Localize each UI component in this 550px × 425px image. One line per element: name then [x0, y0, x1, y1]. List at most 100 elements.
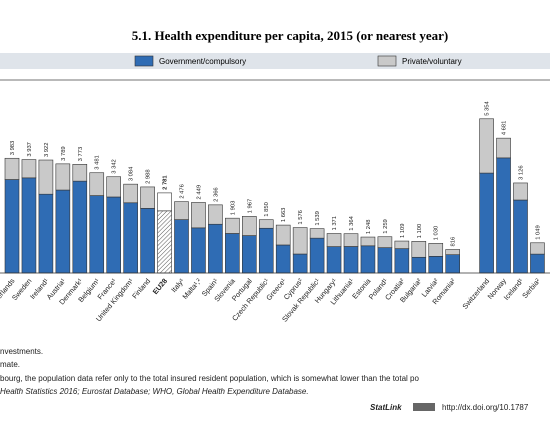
- value-label: 1 576: [298, 210, 304, 225]
- bar-segment: [258, 227, 274, 274]
- bar-segment: [157, 210, 172, 274]
- value-label: 2 449: [196, 185, 202, 200]
- bar-segment: [309, 237, 325, 274]
- bar-segment: [72, 180, 88, 274]
- bar-segment: [360, 236, 376, 247]
- value-label: 4 681: [502, 121, 508, 136]
- bar-segment: [394, 240, 410, 249]
- legend-box: [0, 53, 550, 69]
- note: bourg, the population data refer only to…: [0, 374, 419, 383]
- note: mate.: [0, 360, 20, 369]
- bar-segment: [394, 248, 410, 274]
- value-label: 2 366: [213, 187, 219, 202]
- value-label: 1 663: [281, 208, 287, 223]
- bar-segment: [157, 192, 172, 212]
- value-label: 3 126: [519, 165, 525, 180]
- bar-segment: [208, 223, 223, 274]
- value-label: 1 364: [349, 215, 355, 230]
- value-label: 1 109: [400, 224, 406, 239]
- bar-segment: [411, 256, 427, 274]
- bar-segment: [174, 201, 189, 220]
- bar-segment: [191, 227, 206, 274]
- value-label: 1 967: [247, 199, 253, 214]
- bar-segment: [123, 183, 138, 204]
- bar-segment: [106, 176, 121, 198]
- bar-segment: [89, 172, 105, 196]
- bar-segment: [38, 193, 54, 274]
- bar-segment: [411, 241, 427, 258]
- bar-segment: [191, 202, 206, 229]
- bar-segment: [140, 186, 155, 209]
- bar-segment: [445, 254, 461, 274]
- bar-segment: [377, 247, 393, 274]
- bar-segment: [242, 235, 257, 274]
- bar-segment: [309, 228, 325, 239]
- value-label: 1 100: [417, 224, 423, 239]
- bar-segment: [140, 208, 155, 274]
- bar-segment: [38, 159, 54, 195]
- bar-segment: [174, 219, 189, 274]
- bar-segment: [292, 253, 308, 274]
- bar-segment: [292, 227, 308, 255]
- value-label: 3 983: [10, 141, 16, 156]
- value-label: 3 937: [27, 142, 33, 157]
- bar-segment: [275, 244, 291, 274]
- bar-segment: [326, 233, 342, 247]
- bar-segment: [360, 245, 376, 274]
- value-label: 2 476: [180, 184, 186, 199]
- bar-segment: [530, 242, 545, 255]
- chart-title: 5.1. Health expenditure per capita, 2015…: [132, 28, 448, 43]
- bar-segment: [496, 137, 511, 159]
- bar-segment: [21, 177, 37, 274]
- bar-segment: [513, 182, 528, 201]
- bar-segment: [89, 195, 105, 274]
- bar-segment: [21, 159, 37, 179]
- legend-label: Private/voluntary: [402, 57, 462, 66]
- legend-label: Government/compulsory: [159, 57, 246, 66]
- x-tick-label: Malta¹,²: [180, 276, 203, 301]
- statlink-url: http://dx.doi.org/10.1787: [442, 403, 529, 412]
- bar-segment: [513, 199, 528, 274]
- value-label: 3 773: [78, 147, 84, 162]
- bar-segment: [496, 157, 511, 274]
- bar-segment: [530, 253, 545, 274]
- bar-segment: [479, 172, 494, 274]
- bar-segment: [55, 163, 71, 191]
- bar-segment: [275, 224, 291, 246]
- bar-segment: [208, 204, 223, 225]
- value-label: 3 342: [112, 159, 118, 174]
- statlink: StatLink: [370, 403, 402, 412]
- x-tick-label: Serbia²: [520, 276, 542, 300]
- x-tick-label: Finland: [130, 277, 152, 301]
- value-label: 3 084: [129, 166, 135, 181]
- bar-segment: [428, 256, 444, 274]
- value-label: 1 248: [366, 220, 372, 235]
- bar-segment: [343, 233, 359, 247]
- bar-segment: [326, 246, 342, 274]
- bar-segment: [55, 189, 71, 274]
- bar-segment: [106, 196, 121, 274]
- bar-segment: [445, 249, 461, 255]
- bar-segment: [377, 236, 393, 248]
- bar-segment: [258, 219, 274, 229]
- value-label: 1 850: [264, 202, 270, 217]
- value-label: 1 030: [434, 226, 440, 241]
- bar-segment: [428, 243, 444, 257]
- value-label: 3 481: [95, 155, 101, 170]
- bar-segment: [72, 164, 88, 182]
- legend-swatch: [134, 55, 154, 67]
- value-label: 1 049: [535, 225, 541, 240]
- note: nvestments.: [0, 347, 43, 356]
- value-label: 3 789: [61, 146, 67, 161]
- value-label: 2 781: [163, 175, 169, 190]
- bar-segment: [343, 246, 359, 274]
- statlink-icon: [413, 403, 435, 411]
- x-tick-label: EU28: [151, 277, 169, 297]
- bar-segment: [225, 217, 240, 234]
- value-label: 1 259: [383, 219, 389, 234]
- value-label: 3 922: [44, 143, 50, 158]
- value-label: 5 354: [485, 100, 491, 115]
- value-label: 2 988: [146, 169, 152, 184]
- bar-segment: [242, 216, 257, 236]
